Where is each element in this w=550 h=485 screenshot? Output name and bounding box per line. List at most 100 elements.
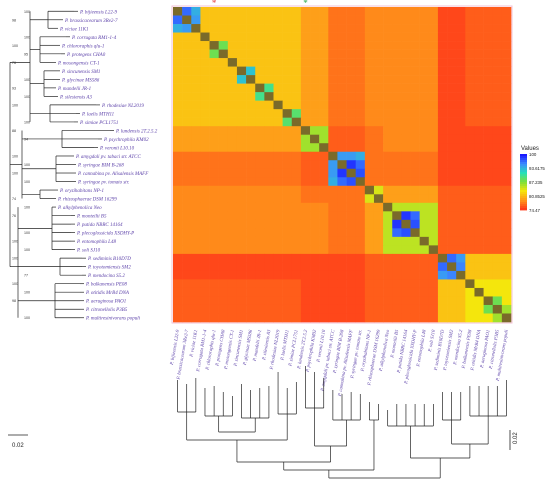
heatmap-cell [173, 160, 183, 170]
heatmap-cell [437, 253, 448, 263]
heatmap-cell [273, 126, 283, 135]
heatmap-cell [236, 287, 247, 297]
heatmap-cell [282, 313, 293, 323]
heatmap-cell [209, 143, 219, 153]
heatmap-cell [373, 279, 384, 289]
heatmap-cell [227, 117, 238, 127]
heatmap-cell [364, 160, 375, 170]
heatmap-cell [218, 313, 229, 323]
heatmap-cell [200, 83, 210, 93]
heatmap-cell [492, 185, 503, 195]
heatmap-cell [282, 245, 293, 255]
heatmap-cell [474, 253, 484, 263]
heatmap-cell [492, 143, 503, 153]
heatmap-cell [346, 168, 357, 178]
heatmap-cell [246, 92, 256, 101]
heatmap-cell [218, 228, 229, 238]
heatmap-cell [319, 236, 329, 246]
heatmap-cell [236, 304, 247, 314]
heatmap-cell [474, 185, 484, 195]
taxon-label-bottom: P. sincunensis SM1 [233, 329, 244, 367]
heatmap-cell [227, 177, 238, 187]
heatmap-cell [328, 7, 338, 16]
legend-tick: 80.8525 [529, 194, 545, 199]
heatmap-cell [227, 296, 238, 306]
heatmap-cell [428, 58, 439, 67]
heatmap-cell [355, 100, 366, 110]
heatmap-cell [273, 100, 283, 110]
heatmap-cell [483, 32, 494, 42]
heatmap-cell [200, 41, 210, 50]
heatmap-cell [483, 75, 494, 84]
legend-swatch [520, 176, 527, 179]
heatmap-cell [255, 151, 265, 161]
taxon-label: P. aeruginosa PAO1 [85, 300, 126, 305]
heatmap-cell [282, 168, 293, 178]
heatmap-cell [383, 211, 393, 221]
heatmap-cell [328, 117, 338, 127]
heatmap-cell [282, 219, 293, 229]
heatmap-cell [337, 245, 347, 255]
heatmap-cell [273, 270, 283, 280]
taxon-label: P. veronii L10.10 [99, 147, 135, 152]
heatmap-cell [328, 296, 338, 306]
heatmap-cell [401, 185, 411, 195]
heatmap-cell [410, 7, 420, 16]
heatmap-cell [319, 83, 329, 93]
heatmap-cell [447, 185, 457, 195]
heatmap-cell [282, 134, 293, 144]
heatmap-cell [264, 126, 274, 135]
left-scale-label: 0.02 [12, 443, 24, 449]
heatmap-cell [209, 253, 219, 263]
heatmap-cell [182, 66, 192, 76]
heatmap-cell [474, 160, 484, 170]
heatmap-cell [264, 58, 274, 67]
taxon-label: P. soli SJ10 [76, 249, 101, 254]
heatmap-cell [346, 202, 357, 212]
heatmap-cell [182, 83, 192, 93]
heatmap-cell [456, 126, 466, 135]
heatmap-cell [447, 313, 457, 323]
heatmap-cell [328, 313, 338, 323]
heatmap-cell [328, 58, 338, 67]
heatmap-cell [200, 177, 210, 187]
heatmap-cell [300, 177, 311, 187]
heatmap-cell [191, 151, 201, 161]
heatmap-cell [410, 32, 420, 42]
heatmap-cell [182, 15, 192, 25]
heatmap-cell [410, 270, 420, 280]
heatmap-cell [246, 58, 256, 67]
heatmap-cell [300, 236, 311, 246]
heatmap-cell [492, 49, 503, 59]
heatmap-cell [337, 262, 347, 272]
heatmap-cell [456, 83, 466, 93]
heatmap-cell [282, 236, 293, 246]
heatmap-cell [291, 32, 302, 42]
taxon-label: P. sediminis B10D7D [87, 257, 131, 262]
heatmap-cell [200, 287, 210, 297]
heatmap-cell [501, 177, 512, 187]
heatmap-cell [218, 177, 229, 187]
heatmap-cell [355, 168, 366, 178]
heatmap-cell [392, 202, 402, 212]
heatmap-cell [337, 160, 347, 170]
heatmap-cell [492, 100, 503, 110]
heatmap-cell [264, 32, 274, 42]
heatmap-cell [209, 15, 219, 25]
heatmap-cell [373, 24, 384, 33]
heatmap-cell [447, 202, 457, 212]
heatmap-cell [428, 219, 439, 229]
heatmap-cell [218, 15, 229, 25]
legend-swatch [520, 158, 527, 161]
heatmap-cell [264, 253, 274, 263]
legend-swatch [520, 198, 527, 201]
heatmap-cell [236, 202, 247, 212]
legend-tick: 74.47 [529, 208, 541, 213]
heatmap-cell [428, 287, 439, 297]
bottom-dendrogram [177, 366, 507, 479]
heatmap-cell [419, 296, 430, 306]
heatmap-cell [437, 304, 448, 314]
legend-swatch [520, 156, 527, 159]
heatmap-cell [200, 279, 210, 289]
heatmap-cell [209, 66, 219, 76]
